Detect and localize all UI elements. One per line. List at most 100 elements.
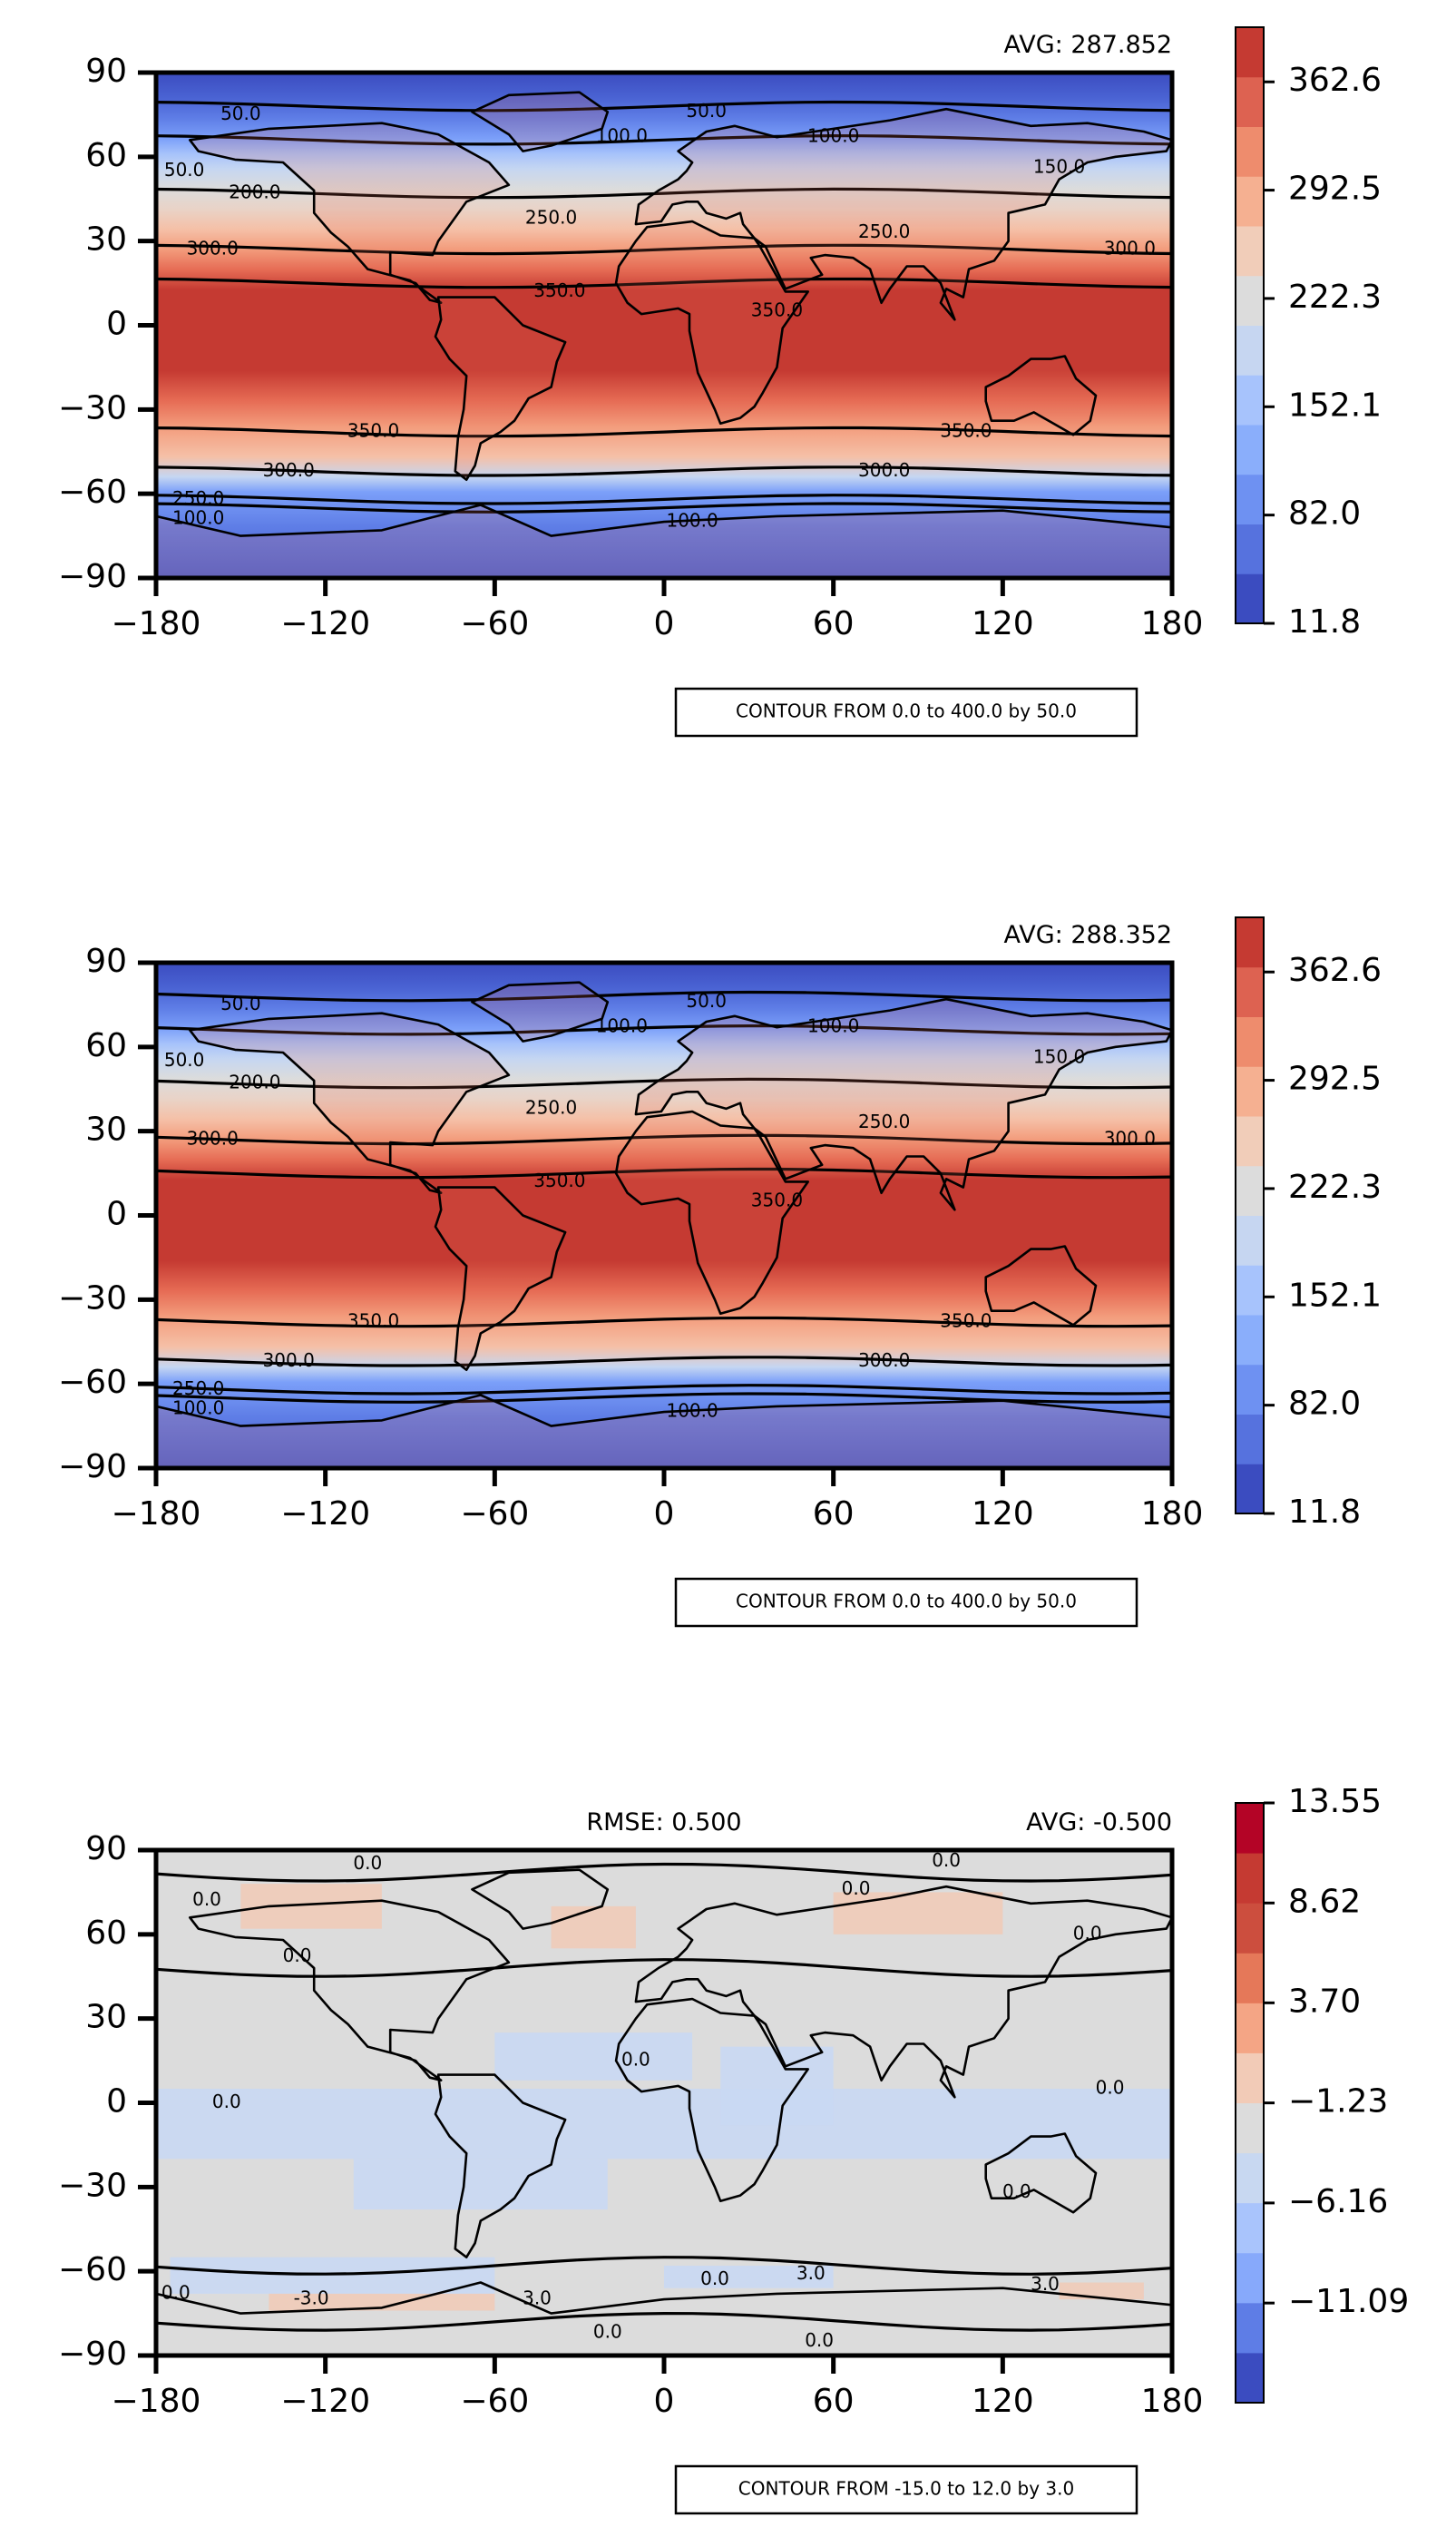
x-tick-label: 120 (972, 605, 1034, 642)
coastline (984, 2132, 1098, 2214)
colorbar-tick-label: 11.8 (1288, 603, 1361, 641)
contour-label: 200.0 (229, 181, 280, 203)
y-tick-label: 60 (85, 137, 127, 174)
y-tick-label: 0 (106, 306, 127, 343)
x-tick-label: 180 (1141, 605, 1204, 642)
contour-label: 350.0 (533, 1170, 585, 1191)
x-tick-label: 60 (813, 605, 855, 642)
x-tick-label: −60 (460, 605, 529, 642)
contour-label: 100.0 (596, 125, 648, 147)
colorbar-segment (1236, 2003, 1264, 2053)
contour-label: 300.0 (1104, 1127, 1156, 1149)
colorbar-tick-label: 222.3 (1288, 1169, 1382, 1206)
x-tick-label: 60 (813, 1495, 855, 1533)
contour-label: 0.0 (353, 1852, 382, 1874)
contour-line (156, 1167, 1172, 1180)
colorbar-segment (1236, 425, 1264, 475)
contour-label: 100.0 (807, 125, 859, 147)
coastline (634, 1885, 1172, 2099)
contour-label: 350.0 (940, 1310, 992, 1332)
y-tick-label: 90 (85, 53, 127, 90)
contour-label: 0.0 (212, 2091, 241, 2112)
y-tick-label: 0 (106, 2083, 127, 2121)
coastline (434, 2073, 567, 2258)
colorbar-tick-label: 362.6 (1288, 952, 1382, 989)
colorbar-tick-label: 13.55 (1288, 1783, 1382, 1820)
x-tick-label: −120 (280, 605, 370, 642)
contour-line (156, 187, 1172, 200)
avg-label: AVG: -0.500 (1026, 1808, 1172, 1836)
x-tick-label: 180 (1141, 1495, 1204, 1533)
positive-anomaly-patch (269, 2293, 495, 2311)
x-tick-label: 180 (1141, 2383, 1204, 2420)
contour-line (156, 1862, 1172, 1883)
coastline (156, 504, 1172, 578)
contour-label: 250.0 (172, 1377, 224, 1399)
y-tick-label: −90 (58, 1448, 127, 1485)
contour-label: 3.0 (1031, 2273, 1060, 2295)
contour-label: 0.0 (842, 1877, 871, 1899)
negative-anomaly-patch (156, 2089, 1172, 2160)
colorbar-segment (1236, 2052, 1264, 2103)
colorbar-segment (1236, 1414, 1264, 1464)
x-tick-label: −120 (280, 2383, 370, 2420)
x-tick-label: 0 (654, 605, 675, 642)
y-tick-label: −30 (58, 1279, 127, 1317)
colorbar-segment (1236, 1903, 1264, 1954)
x-tick-label: 120 (972, 1495, 1034, 1533)
y-tick-label: −60 (58, 2251, 127, 2288)
coastline (984, 1245, 1098, 1327)
colorbar-tick-label: 11.8 (1288, 1494, 1361, 1531)
contour-note-box (674, 2464, 1138, 2515)
coastline (434, 296, 567, 481)
colorbar-segment (1236, 2252, 1264, 2304)
colorbar-segment (1236, 1265, 1264, 1316)
contour-line (156, 502, 1172, 514)
y-tick-label: −90 (58, 558, 127, 595)
contour-label: 0.0 (805, 2329, 834, 2351)
y-tick-label: −30 (58, 2167, 127, 2204)
contour-line (156, 494, 1172, 505)
contour-label: 300.0 (858, 459, 910, 481)
x-tick-label: −120 (280, 1495, 370, 1533)
colorbar-tick-label: 292.5 (1288, 1061, 1382, 1098)
colorbar-segment (1236, 2202, 1264, 2254)
coastline (189, 122, 511, 304)
contour-label: 3.0 (523, 2287, 552, 2309)
contour-label: 350.0 (533, 279, 585, 301)
negative-anomaly-patch (664, 2265, 834, 2288)
colorbar-tick-label: 82.0 (1288, 495, 1361, 533)
coastline (471, 1868, 610, 1930)
contour-label: 100.0 (666, 1400, 718, 1422)
contour-line (156, 1077, 1172, 1090)
contour-label: 0.0 (593, 2321, 622, 2343)
contour-label: 300.0 (858, 1349, 910, 1371)
contour-label: 150.0 (1033, 1046, 1085, 1068)
x-tick-label: −180 (112, 605, 201, 642)
contour-note-box (674, 1577, 1138, 1628)
contour-note-text: CONTOUR FROM 0.0 to 400.0 by 50.0 (736, 1591, 1077, 1612)
contour-line (156, 277, 1172, 289)
coastline (614, 1997, 809, 2203)
contour-label: 0.0 (1096, 2077, 1125, 2099)
map-panel-2: 50.0 50.0 100.0 100.0 50.0 150.0 200.0 250.0 250… (58, 916, 1382, 1628)
colorbar-segment (1236, 226, 1264, 277)
contour-label: 300.0 (1104, 237, 1156, 259)
colorbar-segment (1236, 27, 1264, 78)
colorbar-segment (1236, 1066, 1264, 1117)
contour-label: 300.0 (187, 237, 239, 259)
contour-label: 100.0 (172, 1397, 224, 1419)
contour-label: 0.0 (161, 2281, 191, 2303)
colorbar-tick-label: 222.3 (1288, 279, 1382, 316)
x-tick-label: 60 (813, 2383, 855, 2420)
contour-label: 350.0 (347, 1310, 399, 1332)
colorbar-segment (1236, 1215, 1264, 1266)
colorbar-tick-label: −6.16 (1288, 2183, 1388, 2220)
contour-label: -3.0 (294, 2287, 329, 2309)
contour-label: 350.0 (347, 420, 399, 442)
colorbar-segment (1236, 1803, 1264, 1854)
contour-label: 0.0 (1002, 2180, 1031, 2202)
colorbar-tick-label: −1.23 (1288, 2083, 1388, 2121)
contour-note-box (674, 687, 1138, 738)
coastline (471, 91, 610, 152)
